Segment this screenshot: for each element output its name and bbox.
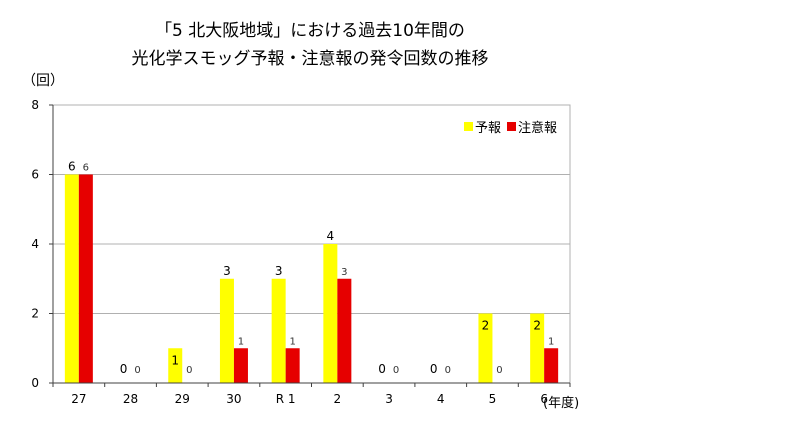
data-label-forecast: 1	[171, 353, 179, 367]
data-label-forecast: 2	[533, 319, 541, 333]
x-tick-label: 4	[437, 392, 445, 406]
bar-warning	[285, 348, 300, 383]
bar-warning	[544, 348, 559, 383]
data-label-warning: 0	[445, 365, 451, 376]
data-label-forecast: 0	[378, 362, 386, 376]
x-tick-label: 29	[175, 392, 190, 406]
data-label-forecast: 0	[120, 362, 128, 376]
bar-forecast	[64, 174, 79, 383]
bar-series	[64, 174, 559, 383]
legend: 予報 注意報	[463, 117, 557, 136]
y-axis-unit-label: （回）	[22, 73, 64, 89]
data-label-warning: 0	[186, 365, 192, 376]
data-label-warning: 6	[83, 163, 89, 174]
bar-warning	[78, 174, 93, 383]
x-tick-label: 28	[123, 392, 138, 406]
x-tick-label: 30	[226, 392, 241, 406]
data-label-warning: 1	[238, 336, 244, 347]
chart-title-line-2: 光化学スモッグ予報・注意報の発令回数の推移	[131, 49, 489, 69]
y-tick-label: 0	[31, 376, 39, 390]
x-axis-unit-label: (年度)	[543, 396, 580, 411]
data-label-warning: 1	[289, 336, 295, 347]
data-label-forecast: 3	[223, 264, 231, 278]
x-tick-label: 3	[385, 392, 393, 406]
data-label-forecast: 2	[482, 319, 490, 333]
data-label-warning: 0	[134, 365, 140, 376]
bar-forecast	[271, 278, 286, 383]
legend-label-forecast: 予報	[474, 121, 501, 136]
x-tick-label: 2	[334, 392, 342, 406]
y-tick-label: 4	[31, 237, 39, 251]
legend-label-warning: 注意報	[517, 121, 557, 136]
data-label-forecast: 6	[68, 160, 76, 174]
bar-forecast	[530, 313, 545, 383]
legend-item-warning: 注意報	[506, 117, 557, 136]
bar-forecast	[478, 313, 493, 383]
y-tick-label: 6	[31, 168, 39, 182]
y-tick-label: 8	[31, 98, 39, 112]
data-label-forecast: 3	[275, 264, 283, 278]
data-label-warning: 1	[548, 336, 554, 347]
bar-forecast	[219, 278, 234, 383]
x-tick-label: R 1	[276, 392, 296, 406]
x-tick-label: 5	[489, 392, 497, 406]
data-label-warning: 0	[496, 365, 502, 376]
x-tick-label: 27	[71, 392, 86, 406]
bar-warning	[233, 348, 248, 383]
data-label-forecast: 4	[327, 229, 335, 243]
legend-item-forecast: 予報	[463, 117, 501, 136]
x-tick-label: 6	[540, 392, 548, 406]
bar-warning	[337, 278, 352, 383]
y-tick-label: 2	[31, 307, 39, 321]
data-label-forecast: 0	[430, 362, 438, 376]
bar-forecast	[168, 348, 183, 383]
data-label-warning: 3	[341, 267, 347, 278]
legend-swatch-warning	[506, 122, 516, 131]
data-label-warning: 0	[393, 365, 399, 376]
legend-swatch-forecast	[463, 122, 473, 131]
bar-forecast	[323, 244, 338, 383]
chart-title-line-1: 「5 北大阪地域」における過去10年間の	[155, 21, 465, 41]
